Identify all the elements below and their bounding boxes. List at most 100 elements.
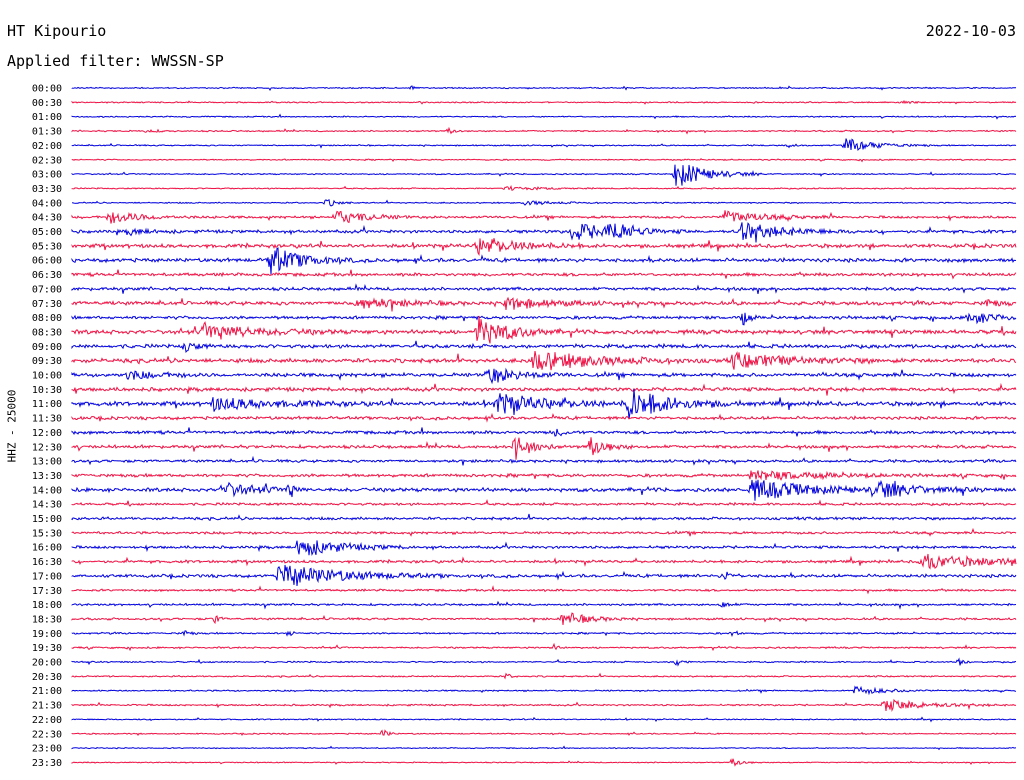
trace-0630 bbox=[71, 269, 1017, 280]
trace-2300 bbox=[71, 745, 1016, 751]
time-label: 17:00 bbox=[32, 571, 62, 582]
trace-2030 bbox=[71, 672, 1017, 680]
trace-0300 bbox=[71, 164, 1016, 186]
filter-label: Applied filter: WWSSN-SP bbox=[7, 52, 224, 70]
time-label: 09:30 bbox=[32, 356, 62, 367]
time-label: 17:30 bbox=[32, 586, 62, 597]
time-label: 08:00 bbox=[32, 313, 62, 324]
trace-0130 bbox=[71, 126, 1017, 135]
time-label: 12:00 bbox=[32, 428, 62, 439]
trace-1230 bbox=[71, 436, 1017, 460]
trace-2000 bbox=[71, 657, 1017, 667]
trace-0530 bbox=[71, 238, 1017, 257]
time-label: 21:30 bbox=[32, 701, 62, 712]
time-label: 16:00 bbox=[32, 543, 62, 554]
time-label: 13:00 bbox=[32, 457, 62, 468]
trace-1330 bbox=[71, 470, 1017, 481]
time-label: 21:00 bbox=[32, 686, 62, 697]
trace-1500 bbox=[71, 513, 1017, 522]
time-label: 03:00 bbox=[32, 170, 62, 181]
time-label: 00:30 bbox=[32, 98, 62, 109]
trace-2100 bbox=[71, 685, 1016, 696]
trace-0030 bbox=[71, 99, 1017, 105]
time-label: 06:30 bbox=[32, 270, 62, 281]
trace-0730 bbox=[71, 296, 1017, 312]
time-label: 04:30 bbox=[32, 213, 62, 224]
time-label: 13:30 bbox=[32, 471, 62, 482]
time-label: 07:00 bbox=[32, 284, 62, 295]
time-label: 05:30 bbox=[32, 241, 62, 252]
time-label: 23:00 bbox=[32, 744, 62, 755]
time-label: 09:00 bbox=[32, 342, 62, 353]
trace-1900 bbox=[71, 630, 1017, 638]
time-label: 14:00 bbox=[32, 485, 62, 496]
trace-1200 bbox=[71, 427, 1017, 437]
trace-0500 bbox=[71, 222, 1017, 243]
trace-0600 bbox=[71, 247, 1017, 275]
time-label: 10:30 bbox=[32, 385, 62, 396]
time-label: 07:30 bbox=[32, 299, 62, 310]
trace-0330 bbox=[71, 184, 1017, 192]
trace-1630 bbox=[71, 553, 1017, 570]
time-label: 20:30 bbox=[32, 672, 62, 683]
time-label: 05:00 bbox=[32, 227, 62, 238]
trace-1000 bbox=[71, 367, 1017, 385]
time-label: 18:30 bbox=[32, 614, 62, 625]
time-label: 12:30 bbox=[32, 442, 62, 453]
trace-0830 bbox=[71, 315, 1017, 344]
seismic-traces bbox=[71, 85, 1017, 767]
trace-0000 bbox=[71, 85, 1017, 91]
trace-1800 bbox=[71, 600, 1017, 610]
trace-0200 bbox=[71, 138, 1017, 151]
time-label: 02:00 bbox=[32, 141, 62, 152]
trace-0100 bbox=[71, 113, 1017, 120]
time-label: 11:00 bbox=[32, 399, 62, 410]
trace-1930 bbox=[71, 642, 1017, 652]
trace-1700 bbox=[71, 564, 1017, 586]
trace-0430 bbox=[71, 210, 1017, 224]
time-label: 00:00 bbox=[32, 84, 62, 95]
time-tick-labels: 00:00 00:30 01:00 01:30 02:00 02:30 03:00 03:30… bbox=[32, 84, 62, 769]
trace-1430 bbox=[71, 498, 1017, 507]
trace-1830 bbox=[71, 612, 1017, 625]
trace-1400 bbox=[71, 479, 1017, 501]
station-name: HT Kipourio bbox=[7, 22, 107, 40]
trace-2330 bbox=[71, 758, 1017, 767]
trace-0900 bbox=[71, 340, 1017, 354]
trace-1300 bbox=[71, 455, 1017, 466]
time-label: 14:30 bbox=[32, 500, 62, 511]
trace-1530 bbox=[71, 527, 1017, 537]
trace-2200 bbox=[71, 716, 1017, 723]
time-label: 20:00 bbox=[32, 658, 62, 669]
time-label: 04:00 bbox=[32, 198, 62, 209]
time-label: 08:30 bbox=[32, 327, 62, 338]
time-label: 01:30 bbox=[32, 127, 62, 138]
time-label: 15:30 bbox=[32, 528, 62, 539]
trace-0800 bbox=[71, 312, 1017, 326]
trace-1130 bbox=[71, 412, 1017, 423]
trace-1100 bbox=[71, 388, 1017, 420]
time-label: 02:30 bbox=[32, 155, 62, 166]
time-label: 19:00 bbox=[32, 629, 62, 640]
trace-0930 bbox=[71, 351, 1017, 371]
time-label: 23:30 bbox=[32, 758, 62, 769]
time-label: 22:30 bbox=[32, 729, 62, 740]
trace-2130 bbox=[71, 698, 1017, 712]
time-label: 18:00 bbox=[32, 600, 62, 611]
record-date: 2022-10-03 bbox=[925, 22, 1016, 40]
trace-0400 bbox=[71, 199, 1016, 207]
trace-0230 bbox=[71, 157, 1017, 163]
time-label: 15:00 bbox=[32, 514, 62, 525]
trace-1730 bbox=[71, 585, 1017, 595]
time-label: 19:30 bbox=[32, 643, 62, 654]
trace-1030 bbox=[71, 382, 1017, 396]
time-label: 06:00 bbox=[32, 256, 62, 267]
time-label: 16:30 bbox=[32, 557, 62, 568]
time-label: 11:30 bbox=[32, 414, 62, 425]
time-label: 01:00 bbox=[32, 112, 62, 123]
time-label: 03:30 bbox=[32, 184, 62, 195]
trace-0700 bbox=[71, 283, 1017, 295]
time-label: 22:00 bbox=[32, 715, 62, 726]
trace-2230 bbox=[71, 729, 1017, 737]
